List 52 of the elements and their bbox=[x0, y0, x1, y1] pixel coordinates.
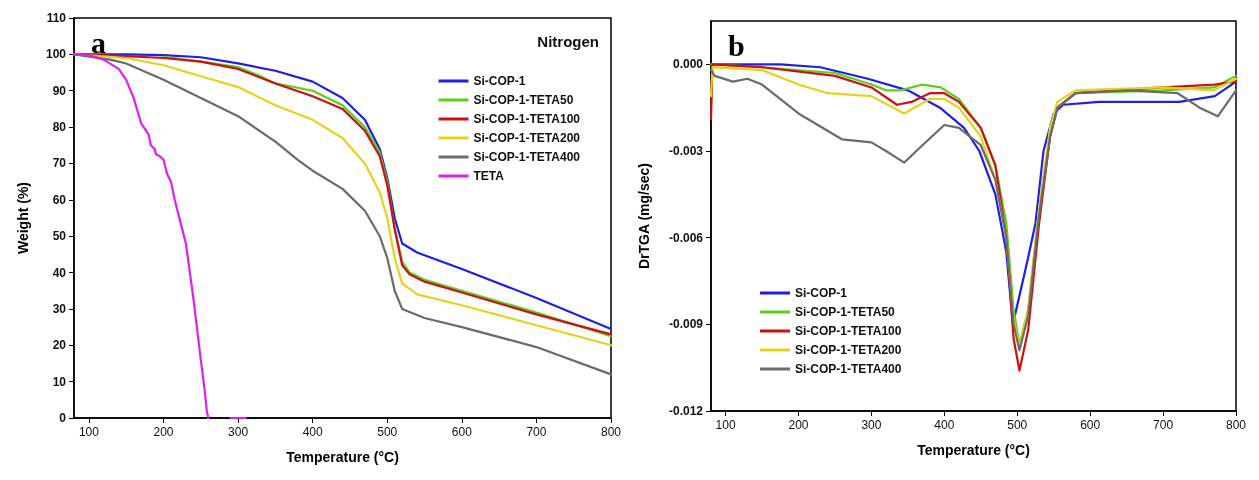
y-tick-label: 60 bbox=[52, 192, 67, 207]
y-tick-label: -0.012 bbox=[668, 404, 704, 418]
x-tick-label: 600 bbox=[451, 425, 473, 439]
legend-label: Si-COP-1-TETA200 bbox=[473, 131, 581, 145]
chart-title: a bbox=[91, 25, 106, 59]
y-tick-label: -0.006 bbox=[668, 230, 704, 245]
line-series bbox=[162, 55, 613, 338]
legend-label: Si-COP-1-TETA50 bbox=[473, 93, 574, 107]
legend-label: Si-COP-1-TETA400 bbox=[473, 150, 581, 164]
legend-label: Si-COP-1-TETA400 bbox=[795, 362, 902, 376]
x-tick-label: 200 bbox=[788, 418, 809, 432]
x-tick-label: 500 bbox=[1007, 418, 1028, 432]
y-tick-label: 20 bbox=[52, 338, 67, 353]
y-axis-title: Weight (%) bbox=[15, 181, 31, 255]
y-tick-label: 0 bbox=[59, 411, 67, 425]
y-tick-label: 110 bbox=[46, 11, 67, 25]
x-tick-label: 700 bbox=[526, 425, 547, 439]
legend-label: Si-COP-1 bbox=[795, 286, 848, 300]
y-tick-label: 90 bbox=[52, 83, 67, 98]
x-tick-label: 100 bbox=[78, 425, 100, 439]
y-tick-label: 80 bbox=[52, 120, 67, 135]
y-tick-label: 50 bbox=[52, 229, 67, 244]
x-axis-title: Temperature (°C) bbox=[917, 442, 1030, 458]
legend-label: Si-COP-1-TETA100 bbox=[473, 112, 581, 126]
y-tick-label: 70 bbox=[52, 156, 67, 171]
legend-label: TETA bbox=[473, 169, 505, 183]
y-tick-label: -0.003 bbox=[668, 144, 704, 158]
legend-label: Si-COP-1 bbox=[473, 74, 526, 88]
x-tick-label: 800 bbox=[1225, 418, 1247, 432]
chart-title: b bbox=[728, 28, 745, 62]
x-tick-label: 400 bbox=[934, 418, 955, 432]
x-tick-label: 100 bbox=[715, 418, 736, 432]
x-tick-label: 600 bbox=[1080, 418, 1101, 432]
y-axis-title: DrTGA (mg/sec) bbox=[636, 162, 652, 270]
annotation: Nitrogen bbox=[537, 33, 600, 50]
y-tick-label: 0.000 bbox=[672, 57, 704, 72]
y-tick-label: 100 bbox=[45, 47, 67, 62]
x-tick-label: 300 bbox=[228, 425, 249, 439]
x-tick-label: 200 bbox=[153, 425, 174, 439]
x-tick-label: 300 bbox=[861, 418, 882, 432]
x-tick-label: 400 bbox=[302, 425, 323, 439]
legend-label: Si-COP-1-TETA200 bbox=[795, 343, 902, 357]
legend-label: Si-COP-1-TETA100 bbox=[795, 324, 902, 338]
x-tick-label: 800 bbox=[600, 425, 622, 439]
x-tick-label: 500 bbox=[377, 425, 398, 439]
x-tick-label: 700 bbox=[1153, 418, 1174, 432]
legend-label: Si-COP-1-TETA50 bbox=[795, 305, 896, 319]
y-tick-label: 30 bbox=[52, 301, 67, 316]
y-tick-label: 10 bbox=[52, 374, 67, 389]
y-tick-label: -0.009 bbox=[668, 317, 704, 332]
x-axis-title: Temperature (°C) bbox=[286, 449, 399, 465]
y-tick-label: 40 bbox=[52, 265, 67, 280]
